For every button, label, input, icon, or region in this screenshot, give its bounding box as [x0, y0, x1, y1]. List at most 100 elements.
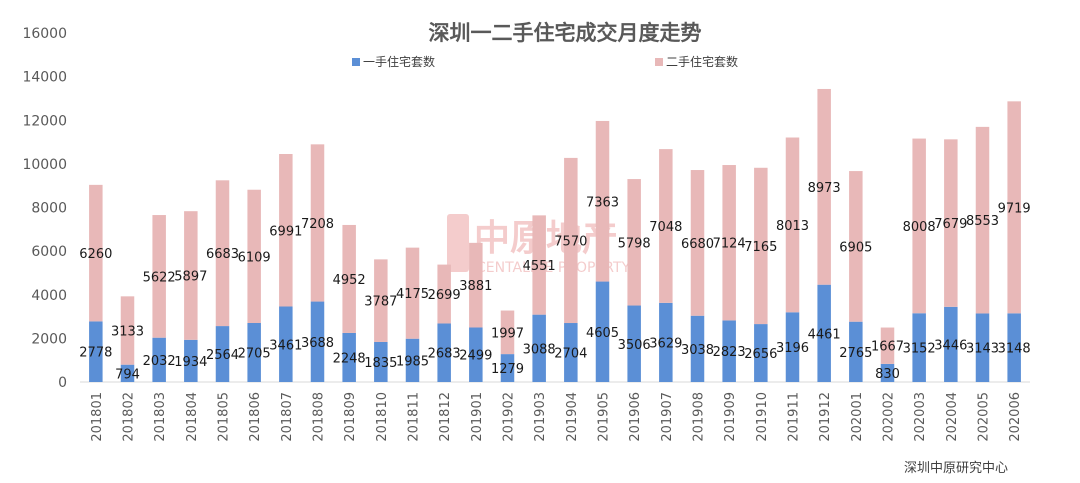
bar-series-2	[215, 180, 230, 327]
data-label-series-1: 2778	[79, 346, 112, 361]
bar-series-2	[595, 120, 610, 282]
x-tick-label: 201910	[755, 392, 770, 442]
data-label-series-1: 1934	[174, 355, 207, 370]
x-tick-label: 201809	[343, 392, 358, 442]
y-tick-label: 2000	[31, 331, 67, 347]
x-tick-label: 201905	[597, 392, 612, 442]
data-label-series-2: 7048	[649, 220, 682, 235]
bar-series-2	[754, 167, 768, 325]
data-label-series-2: 1667	[871, 340, 904, 355]
x-tick-label: 201801	[90, 392, 105, 442]
x-tick-label: 201908	[692, 392, 707, 442]
watermark-text-cn: 中原地产	[474, 218, 618, 259]
x-tick-label: 202001	[850, 392, 865, 442]
data-label-series-2: 7165	[744, 240, 777, 255]
bar-series-2	[944, 139, 958, 307]
data-label-series-2: 9719	[998, 201, 1031, 216]
bar-series-2	[659, 149, 673, 303]
bars	[89, 88, 1021, 382]
data-label-series-2: 3881	[459, 279, 492, 294]
data-label-series-2: 7208	[301, 217, 334, 232]
data-label-series-2: 7570	[554, 234, 587, 249]
data-label-series-1: 1985	[396, 354, 429, 369]
x-tick-label: 202006	[1008, 392, 1023, 442]
x-tick-label: 201909	[723, 392, 738, 442]
bar-series-2	[374, 259, 388, 342]
bar-series-1	[564, 323, 578, 382]
data-label-series-1: 1279	[491, 362, 524, 377]
y-tick-label: 6000	[31, 244, 67, 260]
bar-series-1	[849, 321, 863, 382]
data-label-series-1: 3446	[934, 338, 967, 353]
data-label-series-1: 830	[875, 367, 900, 382]
bar-series-2	[120, 296, 135, 365]
bar-series-2	[849, 171, 863, 322]
data-label-series-1: 3148	[998, 342, 1031, 357]
bar-series-2	[564, 157, 578, 324]
x-tick-label: 201808	[312, 392, 327, 442]
y-tick-label: 12000	[22, 113, 67, 129]
x-tick-label: 201911	[787, 392, 802, 442]
bar-series-1	[152, 337, 166, 382]
data-label-series-1: 4605	[586, 326, 619, 341]
bar-series-2	[310, 144, 325, 302]
bar-series-2	[247, 189, 261, 323]
watermark: 中原地产 CENTALINE PROPERTY	[447, 214, 631, 276]
data-label-series-1: 2704	[554, 347, 587, 362]
data-label-series-2: 2699	[428, 288, 461, 303]
bar-series-2	[405, 247, 420, 339]
data-label-series-2: 6109	[238, 250, 271, 265]
data-label-series-1: 2564	[206, 348, 239, 363]
data-label-series-2: 8553	[966, 214, 999, 229]
x-tick-label: 201901	[470, 392, 485, 442]
data-label-series-2: 8973	[808, 181, 841, 196]
bar-series-1	[595, 281, 610, 382]
bar-series-1	[215, 326, 230, 382]
data-label-series-2: 6260	[79, 247, 112, 262]
data-label-series-2: 1997	[491, 326, 524, 341]
source-note: 深圳中原研究中心	[904, 461, 1008, 476]
bar-series-1	[120, 364, 135, 382]
bar-series-1	[627, 305, 641, 382]
x-tick-label: 201812	[438, 392, 453, 442]
data-label-series-2: 8013	[776, 219, 809, 234]
data-label-series-2: 6991	[269, 224, 302, 239]
bar-series-1	[1007, 313, 1021, 382]
data-label-series-2: 4551	[523, 259, 556, 274]
chart-title: 深圳一二手住宅成交月度走势	[429, 21, 702, 45]
bar-series-1	[374, 341, 388, 382]
x-tick-label: 201903	[533, 392, 548, 442]
bar-series-1	[405, 338, 420, 382]
bar-series-1	[437, 323, 451, 382]
data-label-series-1: 3088	[523, 342, 556, 357]
data-label-series-2: 5897	[174, 270, 207, 285]
bar-series-1	[310, 301, 325, 382]
bar-series-2	[152, 215, 166, 338]
bar-series-2	[912, 138, 926, 314]
data-label-series-1: 3461	[269, 338, 302, 353]
data-label-series-1: 3038	[681, 343, 714, 358]
x-tick-label: 201807	[280, 392, 295, 442]
bar-series-1	[342, 332, 356, 382]
bar-series-2	[722, 165, 736, 321]
bar-series-2	[500, 310, 515, 355]
bar-series-1	[785, 312, 800, 382]
bar-series-1	[89, 321, 103, 382]
legend-label-series-1: 一手住宅套数	[363, 54, 435, 69]
bar-series-1	[944, 306, 958, 382]
bar-series-1	[279, 306, 293, 382]
bar-series-2	[785, 137, 800, 313]
data-label-series-2: 4952	[333, 273, 366, 288]
data-label-series-1: 3506	[618, 338, 651, 353]
x-tick-label: 202003	[913, 392, 928, 442]
bar-series-2	[817, 88, 831, 285]
bar-series-2	[880, 327, 895, 364]
data-label-series-2: 3133	[111, 325, 144, 340]
bar-series-1	[690, 315, 705, 382]
bar-series-1	[754, 324, 768, 382]
data-label-series-1: 2683	[428, 347, 461, 362]
x-tick-label: 202002	[882, 392, 897, 442]
data-label-series-1: 2499	[459, 349, 492, 364]
bar-series-2	[690, 170, 705, 316]
